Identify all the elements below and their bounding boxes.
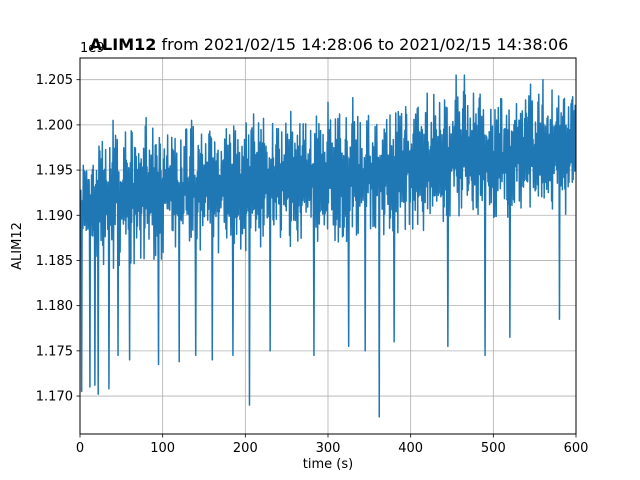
y-tick-label: 1.205 [36, 73, 73, 88]
x-tick-label: 0 [76, 441, 84, 456]
y-tick-label: 1.190 [36, 209, 73, 224]
x-axis: 0 100 200 300 400 500 600 [76, 434, 589, 456]
x-tick-label: 200 [233, 441, 258, 456]
chart-title-variable: ALIM12 [90, 35, 157, 54]
x-tick-label: 300 [316, 441, 341, 456]
y-tick-label: 1.200 [36, 118, 73, 133]
chart-title: ALIM12 from 2021/02/15 14:28:06 to 2021/… [90, 35, 569, 54]
x-axis-label: time (s) [303, 457, 353, 472]
y-tick-label: 1.170 [36, 390, 73, 405]
x-tick-label: 100 [150, 441, 175, 456]
y-tick-label: 1.175 [36, 344, 73, 359]
x-tick-label: 400 [398, 441, 423, 456]
y-tick-label: 1.180 [36, 299, 73, 314]
x-tick-label: 600 [564, 441, 589, 456]
y-axis-label: ALIM12 [10, 222, 25, 270]
y-tick-label: 1.195 [36, 164, 73, 179]
series-group [80, 74, 576, 418]
y-offset-label: 1e9 [80, 41, 105, 56]
y-tick-label: 1.185 [36, 254, 73, 269]
chart-title-range: from 2021/02/15 14:28:06 to 2021/02/15 1… [156, 35, 568, 54]
series-line [80, 74, 576, 418]
y-axis: 1.170 1.175 1.180 1.185 1.190 1.195 1.200 1.205 [36, 73, 80, 405]
x-tick-label: 500 [481, 441, 506, 456]
